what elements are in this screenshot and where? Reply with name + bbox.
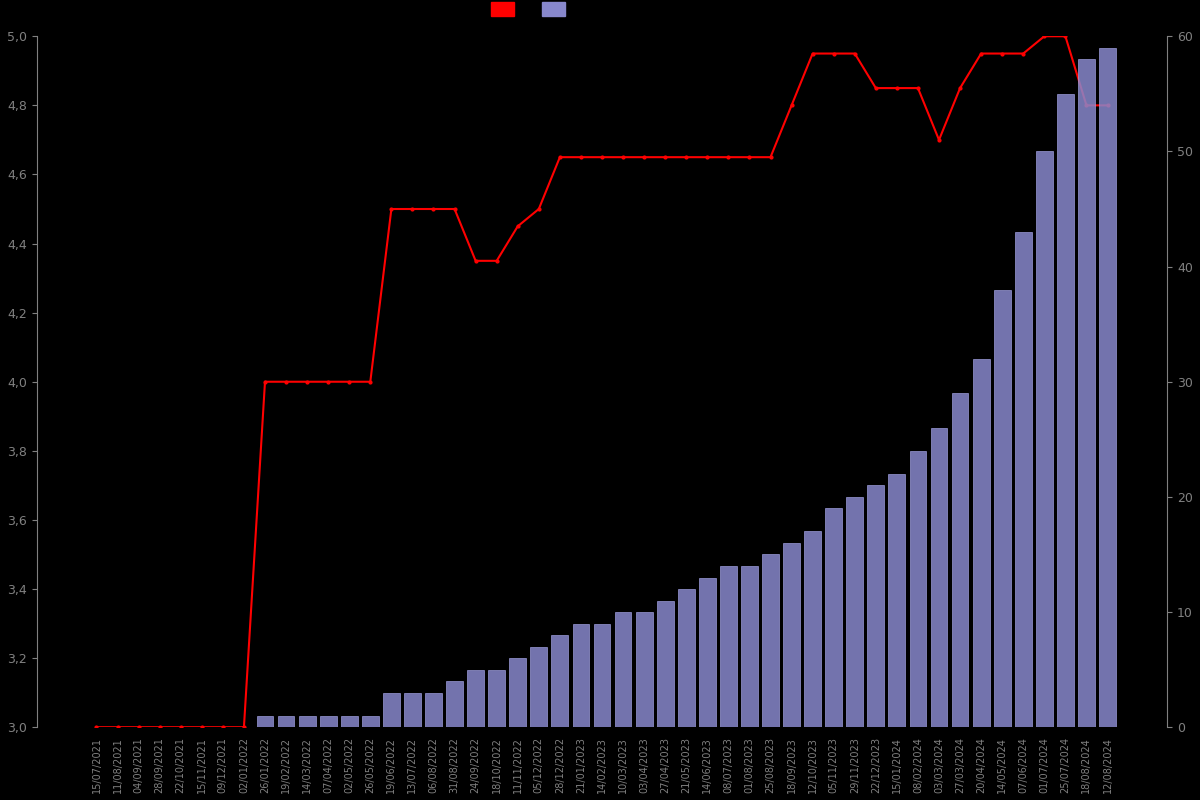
Legend: , : , (491, 2, 577, 18)
Bar (1036, 151, 1052, 727)
Bar (804, 531, 821, 727)
Bar (277, 716, 294, 727)
Bar (1015, 232, 1032, 727)
Bar (973, 358, 990, 727)
Bar (868, 486, 884, 727)
Bar (784, 543, 800, 727)
Bar (552, 635, 569, 727)
Bar (698, 578, 715, 727)
Bar (636, 612, 653, 727)
Bar (404, 693, 421, 727)
Bar (467, 670, 484, 727)
Bar (846, 497, 863, 727)
Bar (383, 693, 400, 727)
Bar (1078, 59, 1094, 727)
Bar (888, 474, 905, 727)
Bar (952, 394, 968, 727)
Bar (720, 566, 737, 727)
Bar (572, 623, 589, 727)
Bar (762, 554, 779, 727)
Bar (446, 681, 463, 727)
Bar (362, 716, 379, 727)
Bar (594, 623, 611, 727)
Bar (614, 612, 631, 727)
Bar (341, 716, 358, 727)
Bar (425, 693, 442, 727)
Bar (1099, 48, 1116, 727)
Bar (530, 646, 547, 727)
Bar (656, 601, 673, 727)
Bar (299, 716, 316, 727)
Bar (1057, 94, 1074, 727)
Bar (930, 428, 948, 727)
Bar (678, 589, 695, 727)
Bar (994, 290, 1010, 727)
Bar (488, 670, 505, 727)
Bar (826, 509, 842, 727)
Bar (319, 716, 337, 727)
Bar (742, 566, 758, 727)
Bar (509, 658, 526, 727)
Bar (257, 716, 274, 727)
Bar (910, 451, 926, 727)
